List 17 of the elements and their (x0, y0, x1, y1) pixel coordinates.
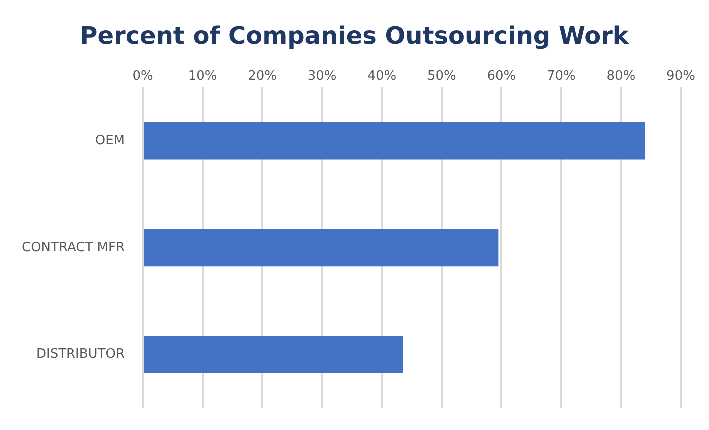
x-tick-label: 50% (427, 69, 456, 84)
x-tick-label: 10% (188, 69, 218, 84)
x-tick-label: 70% (546, 69, 576, 84)
x-tick-label: 30% (308, 69, 337, 84)
chart-title: Percent of Companies Outsourcing Work (79, 22, 630, 50)
x-tick-label: 60% (487, 69, 516, 84)
bar (144, 229, 499, 267)
y-tick-label: DISTRIBUTOR (36, 347, 126, 362)
x-tick-label: 40% (368, 69, 397, 84)
bar (144, 336, 404, 374)
x-tick-label: 20% (248, 69, 278, 84)
y-tick-label: OEM (95, 133, 126, 148)
x-tick-label: 90% (666, 69, 696, 84)
y-tick-label: CONTRACT MFR (22, 240, 126, 256)
x-tick-label: 0% (132, 69, 154, 84)
x-tick-label: 80% (606, 69, 636, 84)
bar (144, 122, 646, 160)
